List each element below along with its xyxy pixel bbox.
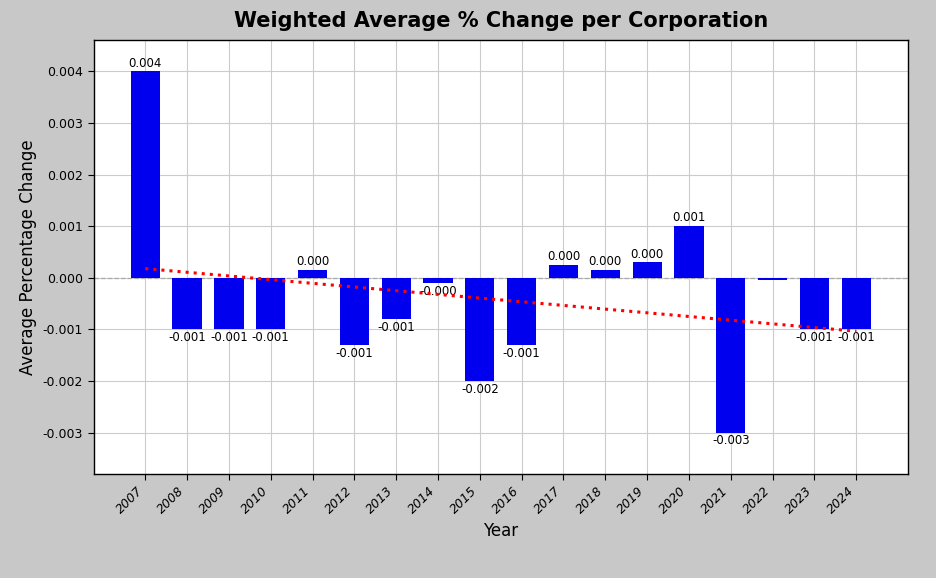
Bar (423, 278, 453, 283)
Bar (256, 278, 285, 329)
Text: 0.000: 0.000 (631, 247, 664, 261)
Text: -0.001: -0.001 (335, 347, 373, 360)
Bar (633, 262, 662, 278)
Text: 0.001: 0.001 (672, 212, 706, 224)
Bar (172, 278, 202, 329)
Bar (548, 265, 578, 278)
Text: -0.001: -0.001 (503, 347, 541, 360)
Text: -0.000: -0.000 (419, 285, 457, 298)
Text: -0.001: -0.001 (252, 331, 289, 344)
Text: -0.001: -0.001 (796, 331, 833, 344)
Bar (674, 226, 704, 278)
Bar (716, 278, 745, 433)
Bar (465, 278, 494, 381)
Bar (841, 278, 870, 329)
Bar (507, 278, 536, 345)
Bar (382, 278, 411, 319)
X-axis label: Year: Year (483, 522, 519, 540)
Text: -0.001: -0.001 (168, 331, 206, 344)
Y-axis label: Average Percentage Change: Average Percentage Change (20, 139, 37, 375)
Text: -0.003: -0.003 (712, 435, 750, 447)
Bar (799, 278, 829, 329)
Text: 0.000: 0.000 (589, 255, 622, 268)
Text: 0.000: 0.000 (547, 250, 580, 263)
Bar (340, 278, 369, 345)
Text: 0.000: 0.000 (296, 255, 329, 268)
Bar (298, 270, 328, 278)
Text: 0.004: 0.004 (128, 57, 162, 69)
Bar (591, 270, 620, 278)
Text: -0.001: -0.001 (377, 321, 415, 334)
Title: Weighted Average % Change per Corporation: Weighted Average % Change per Corporatio… (234, 10, 768, 31)
Bar (131, 72, 160, 278)
Text: -0.001: -0.001 (838, 331, 875, 344)
Bar (214, 278, 243, 329)
Text: -0.001: -0.001 (210, 331, 248, 344)
Bar (758, 278, 787, 280)
Text: -0.002: -0.002 (461, 383, 499, 396)
